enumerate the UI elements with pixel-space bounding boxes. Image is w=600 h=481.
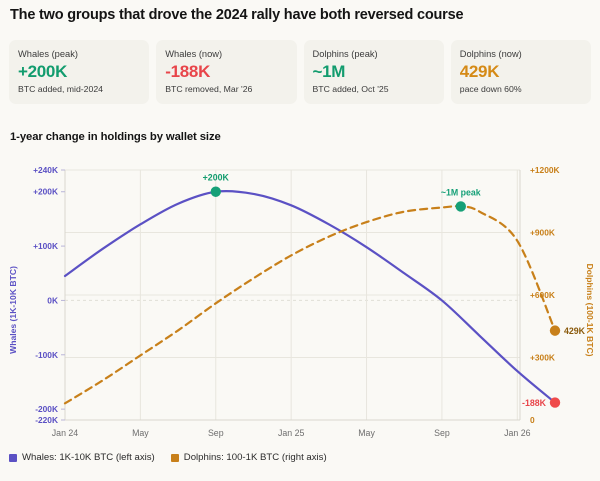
x-axis-tick-label: Sep xyxy=(434,428,450,438)
stat-card-label: Dolphins (peak) xyxy=(312,49,378,59)
stat-card: Whales (now) -188K BTC removed, Mar '26 xyxy=(156,40,297,104)
legend-swatch-icon xyxy=(9,453,17,462)
left-axis-tick-label: +200K xyxy=(33,187,58,197)
left-axis-title: Whales (1K-10K BTC) xyxy=(8,266,18,354)
chart-series-lines xyxy=(63,189,557,405)
stat-card-sub: BTC added, mid-2024 xyxy=(18,84,103,94)
right-axis-tick-label: +900K xyxy=(530,228,555,238)
stat-card-value: 429K xyxy=(459,62,500,81)
legend-swatch-icon xyxy=(170,453,179,462)
chart-x-axis-ticks: Jan 24 May Sep Jan 25 May Sep Jan 26 xyxy=(52,428,531,438)
right-axis-tick-label: +1200K xyxy=(530,165,560,175)
stat-card-label: Whales (now) xyxy=(165,49,223,59)
chart-data-point-marker[interactable] xyxy=(549,397,561,408)
stat-card-label: Dolphins (now) xyxy=(459,49,522,59)
left-axis-tick-label: -220K xyxy=(35,415,58,425)
stat-card: Dolphins (now) 429K pace down 60% xyxy=(450,40,591,104)
legend-item-whales[interactable]: Whales: 1K-10K BTC (left axis) xyxy=(9,452,155,463)
legend-label: Whales: 1K-10K BTC (left axis) xyxy=(22,452,155,463)
chart-left-axis-ticks: +240K +200K +100K 0K -100K -200K-220K xyxy=(33,165,65,425)
left-axis-tick-label: -100K xyxy=(35,350,58,360)
chart-annotation-label: 429K xyxy=(564,326,586,336)
left-axis-tick-label: +100K xyxy=(33,241,58,251)
stat-card-label: Whales (peak) xyxy=(18,49,78,59)
chart-legend: Whales: 1K-10K BTC (left axis) Dolphins:… xyxy=(9,452,327,463)
stat-card-value: ~1M xyxy=(312,62,346,81)
x-axis-tick-label: May xyxy=(358,428,375,438)
x-axis-tick-label: Jan 24 xyxy=(52,428,79,438)
chart-data-point-marker[interactable] xyxy=(210,186,221,197)
page-title: The two groups that drove the 2024 rally… xyxy=(10,7,464,23)
chart-data-point-marker[interactable] xyxy=(455,201,466,212)
stat-card-value: -188K xyxy=(165,62,211,81)
x-axis-tick-label: Jan 25 xyxy=(278,428,305,438)
right-axis-tick-label: +300K xyxy=(530,353,555,363)
right-axis-tick-label: 0 xyxy=(530,415,535,425)
chart-data-point-marker[interactable] xyxy=(549,325,561,336)
x-axis-tick-label: Jan 26 xyxy=(504,428,531,438)
right-axis-title: Dolphins (100-1K BTC) xyxy=(585,263,595,356)
chart-annotations: +200K ~1M peak 429K -188K xyxy=(203,173,586,408)
left-axis-tick-label: 0K xyxy=(47,295,58,305)
chart-annotation-label: +200K xyxy=(203,173,230,183)
stat-card-sub: pace down 60% xyxy=(459,84,522,94)
legend-label: Dolphins: 100-1K BTC (right axis) xyxy=(183,452,327,463)
series-line-dolphins xyxy=(63,205,557,405)
x-axis-tick-label: Sep xyxy=(208,428,224,438)
left-axis-tick-label: +240K xyxy=(33,165,58,175)
stat-card-value: +200K xyxy=(18,62,68,81)
stat-card: Dolphins (peak) ~1M BTC added, Oct '25 xyxy=(303,40,444,104)
stat-card-sub: BTC removed, Mar '26 xyxy=(165,84,253,94)
x-axis-tick-label: May xyxy=(132,428,149,438)
chart-annotation-label: -188K xyxy=(522,398,547,408)
left-axis-tick-label: -200K xyxy=(35,404,58,414)
chart-title: 1-year change in holdings by wallet size xyxy=(10,131,221,143)
stat-card-sub: BTC added, Oct '25 xyxy=(312,84,389,94)
legend-item-dolphins[interactable]: Dolphins: 100-1K BTC (right axis) xyxy=(170,452,327,463)
chart-annotation-label: ~1M peak xyxy=(441,187,481,197)
stat-card-row: Whales (peak) +200K BTC added, mid-2024 … xyxy=(9,40,591,104)
chart-gridlines xyxy=(64,169,520,421)
chart-axis-lines xyxy=(64,170,521,421)
stat-card: Whales (peak) +200K BTC added, mid-2024 xyxy=(9,40,150,104)
series-line-whales xyxy=(63,189,557,404)
